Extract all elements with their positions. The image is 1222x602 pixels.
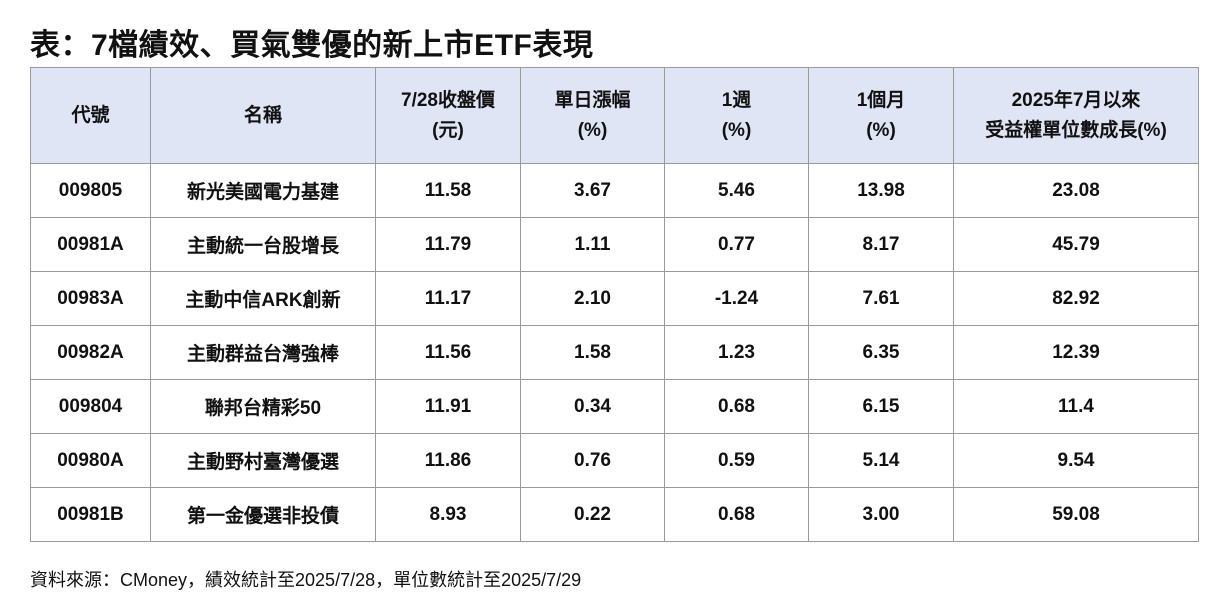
header-cell: 1個月 (%) — [808, 67, 954, 164]
header-cell: 單日漲幅 (%) — [520, 67, 665, 164]
header-line: 受益權單位數成長(%) — [985, 119, 1167, 141]
table-cell: 00981A — [30, 217, 151, 272]
table-cell: 45.79 — [953, 217, 1199, 272]
header-cell: 1週 (%) — [664, 67, 809, 164]
table-cell: 13.98 — [808, 163, 954, 218]
header-cell: 7/28收盤價 (元) — [375, 67, 521, 164]
table-cell: 009805 — [30, 163, 151, 218]
header-cell: 代號 — [30, 67, 151, 164]
table-cell: 82.92 — [953, 271, 1199, 326]
header-line: 名稱 — [243, 104, 282, 126]
table-cell: 11.17 — [375, 271, 521, 326]
table-cell: 8.93 — [375, 487, 521, 542]
table-cell: 0.22 — [520, 487, 665, 542]
table-cell: 11.86 — [375, 433, 521, 488]
table-cell: 00983A — [30, 271, 151, 326]
table-row: 00981A 主動統一台股增長 11.79 1.11 0.77 8.17 45.79 — [30, 217, 1199, 272]
table-cell: 9.54 — [953, 433, 1199, 488]
header-cell: 2025年7月以來受益權單位數成長(%) — [953, 67, 1199, 164]
header-line: 2025年7月以來 — [1011, 89, 1141, 111]
table-cell: 主動中信ARK創新 — [150, 271, 376, 326]
table-row: 00982A 主動群益台灣強棒 11.56 1.58 1.23 6.35 12.39 — [30, 325, 1199, 380]
data-table: 代號 名稱 7/28收盤價 (元) 單日漲幅 (%) 1週 (%) 1個月 (%) 2025年7月以… — [30, 67, 1199, 542]
table-cell: 1.58 — [520, 325, 665, 380]
table-cell: 第一金優選非投債 — [150, 487, 376, 542]
table-cell: 7.61 — [808, 271, 954, 326]
title: 表：7檔績效、買氣雙優的新上市ETF表現 — [30, 29, 594, 62]
source-note: 資料來源：CMoney，績效統計至2025/7/28，單位數統計至2025/7/… — [30, 570, 582, 590]
table-row: 00981B 第一金優選非投債 8.93 0.22 0.68 3.00 59.08 — [30, 487, 1199, 542]
table-cell: -1.24 — [664, 271, 809, 326]
table-cell: 009804 — [30, 379, 151, 434]
table-cell: 11.91 — [375, 379, 521, 434]
table-cell: 59.08 — [953, 487, 1199, 542]
table-cell: 12.39 — [953, 325, 1199, 380]
header-line: (%) — [721, 119, 752, 141]
header-line: 代號 — [71, 104, 110, 126]
table-cell: 0.77 — [664, 217, 809, 272]
table-cell: 聯邦台精彩50 — [150, 379, 376, 434]
table-cell: 1.11 — [520, 217, 665, 272]
table-cell: 3.00 — [808, 487, 954, 542]
table-cell: 新光美國電力基建 — [150, 163, 376, 218]
table-cell: 00981B — [30, 487, 151, 542]
table-cell: 0.59 — [664, 433, 809, 488]
table-cell: 6.15 — [808, 379, 954, 434]
table-cell: 主動群益台灣強棒 — [150, 325, 376, 380]
header-line: (元) — [432, 119, 464, 141]
header-line: 單日漲幅 — [554, 89, 631, 111]
header-cell: 名稱 — [150, 67, 376, 164]
table-cell: 主動統一台股增長 — [150, 217, 376, 272]
header-line: (%) — [577, 119, 608, 141]
table-cell: 11.58 — [375, 163, 521, 218]
table-cell: 23.08 — [953, 163, 1199, 218]
table-cell: 0.76 — [520, 433, 665, 488]
header-line: (%) — [866, 119, 896, 141]
table-cell: 8.17 — [808, 217, 954, 272]
header-line: 1個月 — [856, 89, 906, 111]
table-cell: 1.23 — [664, 325, 809, 380]
table-cell: 6.35 — [808, 325, 954, 380]
table-cell: 11.79 — [375, 217, 521, 272]
table-cell: 11.4 — [953, 379, 1199, 434]
table-cell: 2.10 — [520, 271, 665, 326]
table-cell: 00982A — [30, 325, 151, 380]
table-cell: 主動野村臺灣優選 — [150, 433, 376, 488]
table-cell: 0.68 — [664, 487, 809, 542]
table-row: 009805 新光美國電力基建 11.58 3.67 5.46 13.98 23.08 — [30, 163, 1199, 218]
table-cell: 0.68 — [664, 379, 809, 434]
table-body: 009805 新光美國電力基建 11.58 3.67 5.46 13.98 23.08 009… — [30, 163, 1199, 542]
table-row: 00980A 主動野村臺灣優選 11.86 0.76 0.59 5.14 9.54 — [30, 433, 1199, 488]
table-cell: 11.56 — [375, 325, 521, 380]
table-cell: 0.34 — [520, 379, 665, 434]
header-row: 代號 名稱 7/28收盤價 (元) 單日漲幅 (%) 1週 (%) 1個月 (%) 2025年7月以… — [30, 67, 1199, 164]
table-cell: 00980A — [30, 433, 151, 488]
table-cell: 5.46 — [664, 163, 809, 218]
table-row: 00983A 主動中信ARK創新 11.17 2.10 -1.24 7.61 82.92 — [30, 271, 1199, 326]
header-line: 1週 — [721, 89, 752, 111]
table-cell: 3.67 — [520, 163, 665, 218]
table-cell: 5.14 — [808, 433, 954, 488]
header-line: 7/28收盤價 — [401, 89, 495, 111]
table-row: 009804 聯邦台精彩50 11.91 0.34 0.68 6.15 11.4 — [30, 379, 1199, 434]
